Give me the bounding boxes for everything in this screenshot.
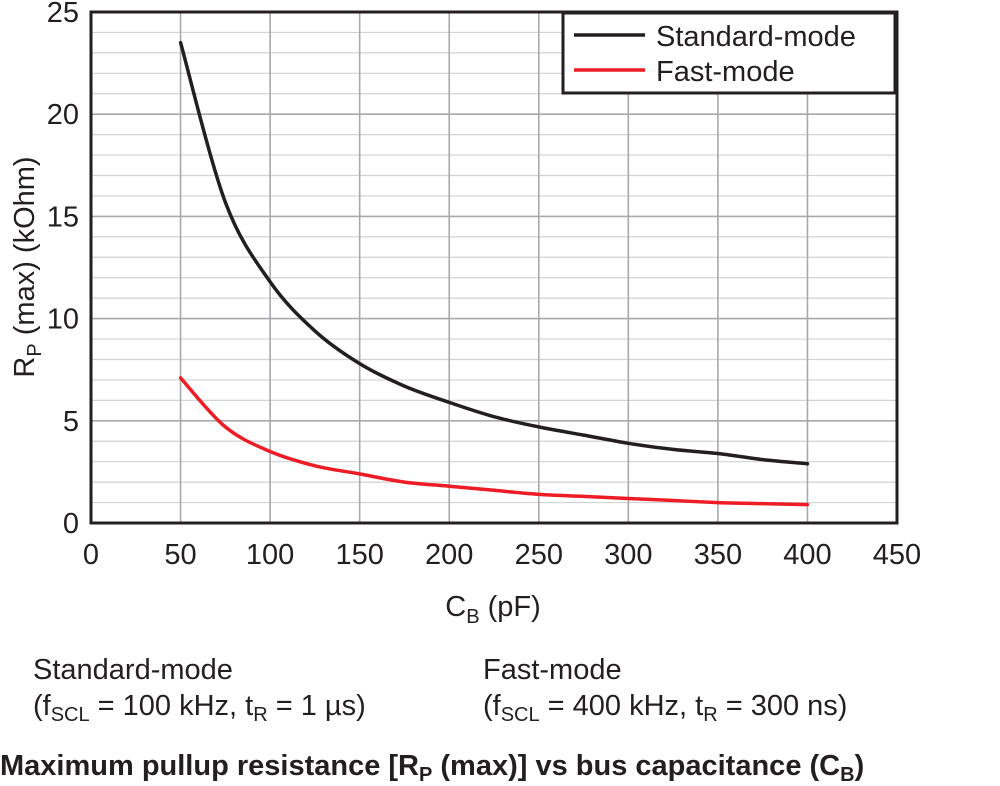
y-tick-label: 25 — [47, 0, 79, 29]
x-tick-label: 300 — [604, 539, 652, 571]
x-axis-label: CB (pF) — [445, 591, 541, 628]
standard-mode-caption-title: Standard-mode — [33, 654, 233, 686]
fast-mode-caption: Fast-mode (fSCL = 400 kHz, tR = 300 ns) — [483, 652, 848, 726]
chart-title-text: ) — [854, 750, 865, 782]
x-axis-label-sub: B — [466, 606, 479, 628]
legend-label-fast-mode: Fast-mode — [656, 56, 795, 88]
y-tick-label: 5 — [63, 406, 79, 438]
caption-subscript: R — [253, 704, 268, 726]
x-tick-label: 200 — [425, 539, 473, 571]
standard-mode-caption-params: (fSCL = 100 kHz, tR = 1 µs) — [33, 688, 366, 726]
y-tick-label: 10 — [47, 304, 79, 336]
caption-text: = 100 kHz, t — [89, 690, 254, 722]
data-series — [178, 40, 810, 507]
caption-text: = 300 ns) — [717, 690, 848, 722]
series-line-standard-mode — [178, 40, 810, 466]
caption-text: (f — [483, 690, 501, 722]
plot-area-frame — [89, 10, 899, 525]
chart-title: Maximum pullup resistance [RP (max)] vs … — [0, 746, 1000, 786]
x-tick-label: 350 — [694, 539, 742, 571]
fast-mode-caption-params: (fSCL = 400 kHz, tR = 300 ns) — [483, 688, 848, 726]
fast-mode-caption-title: Fast-mode — [483, 654, 622, 686]
tick-labels: 0 50 100 150 200 250 300 350 400 450 0 5 10 15 20 25 — [47, 0, 921, 571]
caption-text: = 400 kHz, t — [539, 690, 704, 722]
series-line-fast-mode — [178, 376, 810, 507]
caption-subscript: R — [703, 704, 718, 726]
x-tick-label: 0 — [83, 539, 99, 571]
chart-title-text: (max)] vs bus capacitance (C — [432, 750, 841, 782]
chart-title-subscript: P — [419, 764, 433, 786]
standard-mode-caption: Standard-mode (fSCL = 100 kHz, tR = 1 µs… — [33, 652, 366, 726]
chart: 0 50 100 150 200 250 300 350 400 450 0 5 10 15 20 25 RP… — [9, 0, 921, 628]
y-tick-label: 0 — [63, 508, 79, 540]
x-tick-label: 100 — [246, 539, 294, 571]
x-tick-label: 50 — [164, 539, 196, 571]
y-tick-label: 20 — [47, 99, 79, 131]
caption-text: = 1 µs) — [267, 690, 366, 722]
legend-label-standard-mode: Standard-mode — [656, 21, 856, 53]
caption-subscript: SCL — [500, 704, 540, 726]
x-axis-label-main: C — [445, 591, 466, 623]
x-tick-label: 450 — [873, 539, 921, 571]
x-tick-label: 250 — [515, 539, 563, 571]
x-axis-label-rest: (pF) — [480, 591, 541, 623]
caption-text: (f — [33, 690, 51, 722]
x-tick-label: 400 — [783, 539, 831, 571]
chart-title-text: Maximum pullup resistance [R — [0, 750, 419, 782]
x-tick-label: 150 — [335, 539, 383, 571]
svg-text:RP (max) (kOhm): RP (max) (kOhm) — [9, 156, 46, 377]
caption-subscript: SCL — [50, 704, 90, 726]
y-axis-label-rest: (max) (kOhm) — [9, 156, 41, 343]
legend-box — [561, 11, 897, 95]
y-axis-label-sub: P — [24, 343, 46, 356]
chart-title-subscript: B — [840, 764, 855, 786]
y-axis-label-main: R — [9, 357, 41, 378]
y-axis-label: RP (max) (kOhm) — [9, 156, 46, 377]
legend: Standard-mode Fast-mode — [561, 11, 897, 95]
y-tick-label: 15 — [47, 201, 79, 233]
